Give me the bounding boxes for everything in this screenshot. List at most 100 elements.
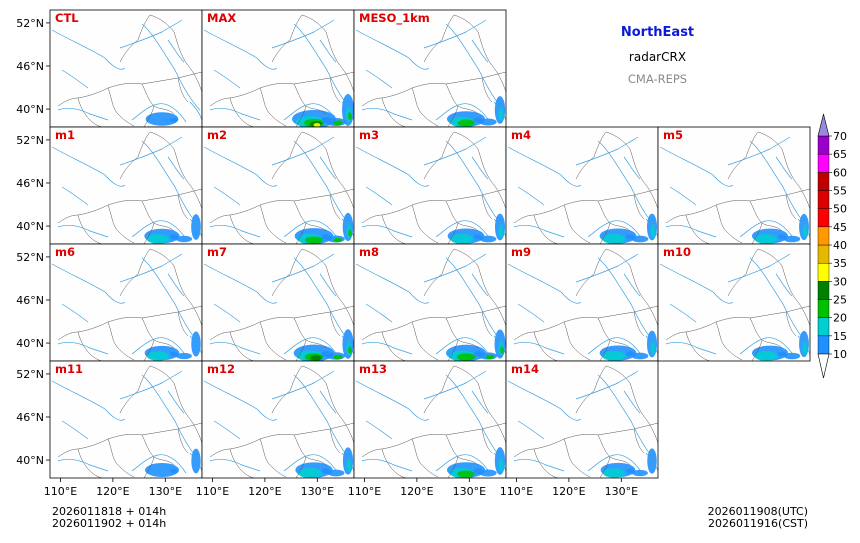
river-coast-line — [361, 459, 413, 472]
radar-echo-area — [191, 214, 201, 240]
river-coast-line — [271, 253, 335, 283]
river-coast-line — [471, 156, 489, 180]
radar-echo-area — [298, 467, 322, 478]
province-border — [599, 222, 611, 244]
river-coast-line — [623, 156, 641, 180]
river-coast-line — [293, 140, 353, 228]
river-coast-line — [61, 69, 89, 89]
panel-background — [50, 10, 202, 127]
radar-echo-area — [321, 468, 331, 474]
province-border — [329, 77, 341, 103]
river-coast-line — [341, 218, 354, 238]
river-coast-line — [51, 146, 126, 187]
colorbar-segment — [817, 153, 830, 173]
river-coast-line — [141, 140, 201, 228]
river-coast-line — [119, 136, 183, 166]
river-coast-line — [659, 146, 734, 187]
province-border — [271, 248, 354, 327]
province-border — [447, 456, 459, 478]
river-coast-line — [493, 452, 506, 472]
river-coast-line — [493, 335, 506, 355]
province-border — [533, 448, 559, 478]
province-border — [633, 194, 645, 220]
river-coast-line — [587, 337, 643, 357]
radar-echo-area — [313, 123, 321, 127]
map-panel-m12: m12 — [201, 360, 355, 479]
radar-echo-area — [498, 458, 504, 472]
province-border — [513, 305, 658, 341]
province-border — [575, 248, 658, 327]
province-border — [107, 321, 135, 361]
lat-tick-label: 40°N — [16, 454, 44, 467]
province-border — [411, 204, 439, 244]
panel-label: m4 — [511, 128, 531, 142]
river-coast-line — [341, 335, 354, 355]
lat-tick-label: 40°N — [16, 103, 44, 116]
province-border — [727, 248, 810, 327]
river-coast-line — [739, 220, 795, 240]
colorbar-tick-label: 40 — [833, 239, 847, 252]
map-panel-m6: m6 — [49, 243, 203, 362]
river-coast-line — [271, 136, 335, 166]
panel-label: m10 — [663, 245, 691, 259]
river-coast-line — [423, 253, 487, 283]
panel-label: m3 — [359, 128, 379, 142]
province-border — [107, 438, 135, 478]
radar-echo-area — [473, 468, 483, 474]
province-border — [715, 204, 743, 244]
river-coast-line — [797, 218, 810, 238]
lat-tick-label: 46°N — [16, 411, 44, 424]
radar-echo-area — [498, 107, 504, 121]
radar-echo-area — [802, 224, 808, 238]
valid-time-block: 2026011908(UTC) 2026011916(CST) — [708, 506, 808, 530]
radar-echo-area — [146, 351, 170, 361]
province-border — [77, 331, 103, 361]
river-coast-line — [283, 337, 339, 357]
river-coast-line — [57, 342, 109, 355]
river-coast-line — [749, 257, 809, 345]
province-border — [259, 438, 287, 478]
river-coast-line — [119, 253, 183, 283]
river-coast-line — [167, 156, 185, 180]
province-border — [381, 214, 407, 244]
province-border — [563, 321, 591, 361]
radar-echo-area — [783, 235, 801, 243]
river-coast-line — [319, 39, 337, 63]
province-border — [361, 188, 506, 224]
province-border — [411, 87, 439, 127]
river-coast-line — [739, 337, 795, 357]
river-coast-line — [423, 136, 487, 166]
lon-tick-label: 130°E — [301, 485, 334, 498]
radar-echo-area — [348, 112, 352, 120]
panel-label: m6 — [55, 245, 75, 259]
river-coast-line — [293, 374, 353, 462]
province-border — [209, 305, 354, 341]
province-border — [481, 194, 493, 220]
panel-label: m8 — [359, 245, 379, 259]
river-coast-line — [51, 380, 126, 421]
province-border — [229, 331, 255, 361]
province-border — [229, 97, 255, 127]
radar-echo-area — [333, 354, 343, 360]
river-coast-line — [597, 257, 657, 345]
radar-echo-area — [626, 468, 634, 474]
map-panel-m10: m10 — [657, 243, 811, 362]
map-panel-meso_1km: MESO_1km — [353, 9, 507, 128]
river-coast-line — [355, 380, 430, 421]
river-coast-line — [203, 146, 278, 187]
lat-tick-label: 40°N — [16, 337, 44, 350]
river-coast-line — [517, 186, 545, 206]
panel-background — [354, 10, 506, 127]
radar-echo-area — [457, 470, 475, 478]
river-coast-line — [57, 459, 109, 472]
panel-label: MESO_1km — [359, 11, 430, 26]
province-border — [563, 438, 591, 478]
river-coast-line — [575, 253, 639, 283]
system-title: CMA-REPS — [627, 72, 688, 86]
panel-background — [506, 127, 658, 244]
province-border — [107, 87, 135, 127]
colorbar-segment — [817, 281, 830, 300]
map-panel-m5: m5 — [657, 126, 811, 245]
radar-echo-area — [650, 341, 656, 355]
